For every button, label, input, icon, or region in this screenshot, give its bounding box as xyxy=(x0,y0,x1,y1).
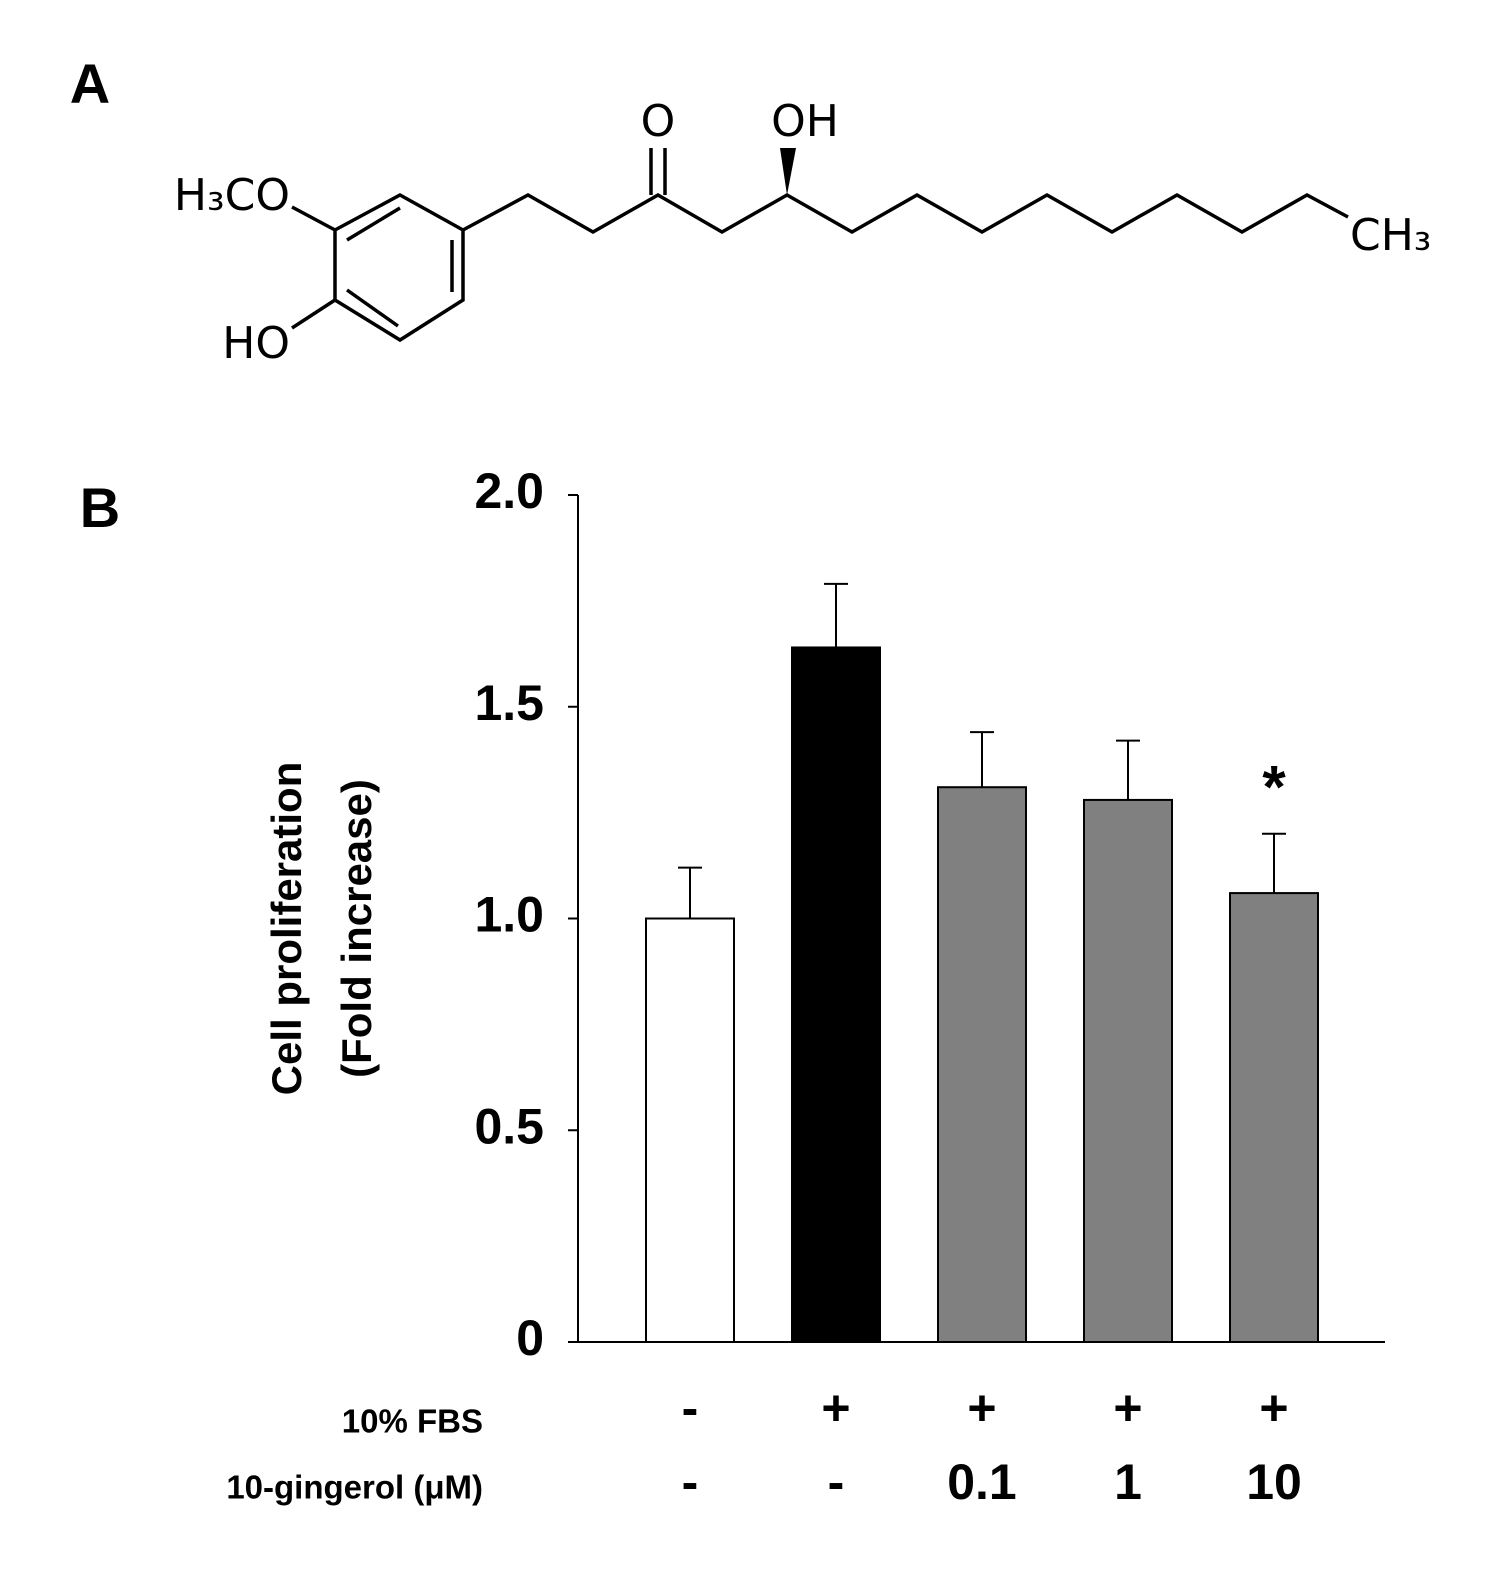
condition-label: 10% FBS xyxy=(342,1403,483,1440)
double-bond xyxy=(346,206,401,242)
y-tick-label: 0 xyxy=(516,1310,544,1366)
condition-entry: 10 xyxy=(1246,1454,1302,1510)
y-axis-label: Cell proliferation xyxy=(263,762,310,1096)
condition-label: 10-gingerol (μM) xyxy=(226,1469,483,1506)
atom-label: HO xyxy=(222,318,290,369)
bar xyxy=(1229,892,1319,1344)
chain xyxy=(462,192,1349,235)
panel-label: A xyxy=(70,52,110,115)
condition-entry: + xyxy=(1113,1380,1142,1436)
condition-entry: - xyxy=(682,1380,699,1436)
bond xyxy=(291,205,336,232)
significance-mark: * xyxy=(1262,754,1286,821)
benzene-ring xyxy=(333,193,465,343)
double-bond xyxy=(345,288,400,328)
bar xyxy=(937,786,1027,1343)
y-tick-label: 0.5 xyxy=(474,1098,544,1154)
condition-entry: + xyxy=(821,1380,850,1436)
condition-entry: 0.1 xyxy=(947,1454,1017,1510)
bar xyxy=(791,646,881,1343)
y-tick-label: 1.0 xyxy=(474,887,544,943)
chemical-structure: O OH H₃CO HO CH₃ xyxy=(174,96,1432,369)
atom-label: H₃CO xyxy=(174,170,290,221)
condition-entry: + xyxy=(1259,1380,1288,1436)
atom-label: OH xyxy=(771,96,839,147)
wedge-bond xyxy=(780,148,796,195)
condition-entry: - xyxy=(682,1454,699,1510)
condition-entry: 1 xyxy=(1114,1454,1142,1510)
y-tick-label: 2.0 xyxy=(474,463,544,519)
panel-label: B xyxy=(80,476,120,539)
condition-entry: + xyxy=(967,1380,996,1436)
bar xyxy=(1083,798,1173,1343)
atom-label: CH₃ xyxy=(1350,210,1431,261)
y-axis-label: (Fold increase) xyxy=(333,779,380,1078)
atom-label: O xyxy=(641,96,676,147)
bond xyxy=(291,298,336,330)
y-tick-label: 1.5 xyxy=(474,675,544,731)
bar xyxy=(645,917,735,1343)
condition-entry: - xyxy=(828,1454,845,1510)
